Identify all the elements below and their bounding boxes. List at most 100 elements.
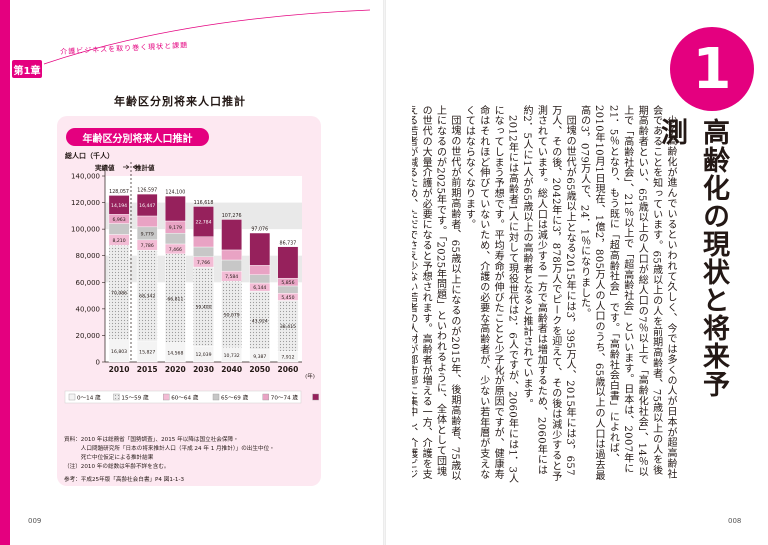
segment-value-label: 9,387 [253,354,266,360]
segment-value-label: 7,786 [141,243,154,249]
segment-value-label: 7,912 [281,355,294,361]
legend-swatch [262,393,270,401]
chart-notes: 資料：2010 年は総務省「国勢調査」、2015 年以降は国立社会保障・ 人口問… [64,436,318,472]
bar-segment [193,236,214,248]
bar-segment [249,232,271,266]
legend-label: 0～14 歳 [77,394,101,402]
body-paragraph: 団塊の世代が前期高齢者、65歳以上になるのが2015年、後期高齢者、75歳以上に… [412,105,460,482]
segment-value-label: 66,811 [167,296,183,302]
legend-label: 70～74 歳 [271,394,299,402]
bar-segment [249,265,271,275]
note-line: 死亡中位仮定による推計結果 [64,455,154,461]
bar-total-label: 107,276 [222,213,242,219]
segment-value-label: 9,779 [141,231,154,237]
segment-value-label: 16,447 [139,203,155,209]
section-headline: 高齢化の現状と将来予測 [656,118,729,398]
bar-segment [136,193,158,217]
page-number-left: 009 [28,517,42,525]
y-tick-label: 20,000 [76,332,101,340]
bar-segment [108,223,130,235]
segment-value-label: 14,194 [111,203,127,209]
x-unit-label: (年) [305,372,315,380]
book-spine [383,0,386,545]
segment-value-label: 14,568 [167,350,183,356]
segment-value-label: 5,450 [281,295,294,301]
y-tick-label: 100,000 [71,226,100,234]
stacked-bar-chart: 0 20,000 40,000 60,000 80,000 100,000 120,000 1… [64,151,321,404]
x-tick-label: 2040 [221,365,242,374]
segment-value-label: 43,924 [252,318,268,324]
bar-segment [136,215,158,228]
x-tick-label: 2015 [137,365,158,374]
chart-reference: 参考：平成25年版「高齢社会白書」P4 図1-1-3 [64,477,185,483]
bar-segment [108,195,130,215]
legend-swatch [162,393,170,401]
segment-value-label: 9,179 [169,225,182,231]
segment-value-label: 7,766 [197,260,210,266]
legend-label: 15～59 歳 [121,394,149,402]
bar-total-label: 128,057 [109,189,129,195]
legend-swatch [212,393,220,401]
x-tick-label: 2060 [277,365,298,374]
chart-tab-label: 年齢区分別将来人口推計 [66,128,209,146]
body-paragraph: 少子高齢化が進んでいるといわれて久しく、今では多くの人が日本が超高齢社会であるこ… [578,105,676,481]
chapter-edge-strip [0,0,10,545]
segment-value-label: 8,210 [112,238,125,244]
segment-value-label: 59,400 [195,305,211,311]
legend-box [64,390,302,404]
y-tick-label: 0 [96,359,100,367]
segment-value-label: 22,784 [195,220,211,226]
legend-swatch [312,393,319,401]
header-arc-line [43,9,371,65]
segment-value-label: 6,144 [253,285,266,291]
arrow-left [123,164,130,170]
y-tick-label: 80,000 [76,252,101,260]
x-tick-label: 2030 [193,365,214,374]
y-axis-label: 総人口（千人） [65,151,114,160]
note-line: （注）2010 年の総数は年齢不詳を含む。 [64,464,170,470]
chapter-badge: 第1章 [12,60,42,78]
bar-segment [193,246,214,257]
bar-total-label: 126,597 [137,188,157,194]
bar-segment [221,249,242,261]
bar-total-label: 86,737 [280,240,297,246]
bar-segment [165,232,186,245]
bar-segment [221,259,242,272]
segment-value-label: 50,079 [224,312,240,318]
segment-value-label: 15,827 [139,349,155,355]
legend-label: 60～64 歳 [171,394,199,402]
segment-value-label: 70,986 [111,291,127,297]
y-tick-label: 140,000 [71,173,100,181]
segment-value-label: 7,584 [225,274,238,280]
bar-total-label: 116,618 [194,200,214,206]
segment-value-label: 6,963 [112,217,125,223]
bar-segment [277,285,299,294]
bar-segment [249,274,271,284]
segment-value-label: 16,803 [111,349,127,355]
legend-swatch [68,393,76,401]
y-tick-label: 120,000 [71,199,100,207]
x-tick-label: 2010 [109,365,130,374]
chart-title: 年齢区分別将来人口推計 [114,95,246,108]
legend-swatch [113,393,120,401]
segment-value-label: 10,732 [224,353,240,359]
x-tick-label: 2050 [249,365,270,374]
note-line: 人口問題研究所「日本の将来推計人口（平成 24 年 1 月推計）」の出生中位・ [64,446,275,452]
x-tick-label: 2020 [165,365,186,374]
section-number-circle: 1 [670,27,754,111]
bar-segment [221,219,242,251]
y-tick-label: 40,000 [76,305,101,313]
legend-label: 65～69 歳 [221,394,249,402]
bar-total-label: 97,076 [251,227,268,233]
bar-total-label: 124,100 [165,190,185,196]
y-tick-label: 60,000 [76,279,101,287]
segment-value-label: 68,342 [139,294,155,300]
segment-value-label: 5,856 [281,280,294,286]
bar-segment [165,195,186,222]
page-number-right: 008 [728,517,742,525]
segment-value-label: 12,039 [195,352,211,358]
body-text: 少子高齢化が進んでいるといわれて久しく、今では多くの人が日本が超高齢社会であるこ… [412,105,677,485]
segment-value-label: 38,415 [280,324,296,330]
body-paragraph: 2012年には高齢者1人に対して現役世代は2．6人ですが、2060年には1．3人… [463,105,518,484]
